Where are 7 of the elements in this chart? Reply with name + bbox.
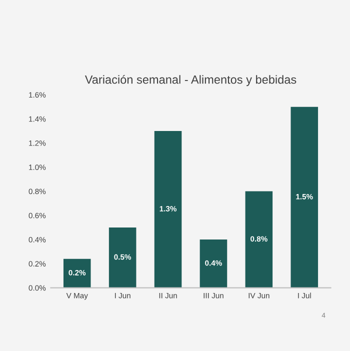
bar (154, 130, 182, 288)
bar (200, 240, 228, 288)
bar (63, 258, 91, 288)
bar (290, 106, 318, 288)
bar (108, 227, 136, 288)
bar (245, 191, 273, 288)
chart-title: Variación semanal - Alimentos y bebidas (84, 74, 296, 86)
